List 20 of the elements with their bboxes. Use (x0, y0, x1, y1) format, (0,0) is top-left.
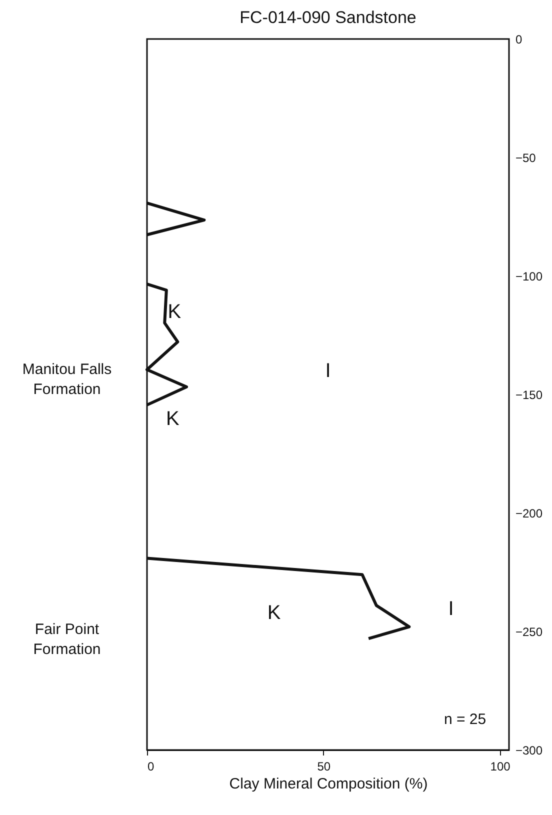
y-tick-label: −200 (516, 506, 543, 520)
y-tick-label: −300 (516, 744, 543, 758)
y-tick-label: −150 (516, 388, 543, 402)
annotation: I (325, 360, 331, 382)
text: Fair Point Formation (33, 621, 101, 658)
x-tick-label: 0 (148, 760, 154, 774)
x-tick-label: 50 (317, 760, 331, 774)
annotation: I (448, 598, 454, 620)
annotation: K (168, 301, 182, 324)
chart-title: FC-014-090 Sandstone (240, 8, 416, 27)
annotation: K (166, 408, 180, 430)
y-tick-label: −100 (516, 270, 543, 284)
y-tick-label: 0 (516, 32, 522, 46)
y-tick-label: −250 (516, 625, 543, 639)
x-axis-title: Clay Mineral Composition (%) (229, 776, 428, 792)
y-tick-label: −50 (516, 151, 536, 165)
text: Manitou Falls Formation (22, 361, 112, 398)
annotation: n = 25 (444, 711, 486, 728)
annotation: K (267, 602, 282, 624)
x-tick-label: 100 (490, 760, 511, 774)
